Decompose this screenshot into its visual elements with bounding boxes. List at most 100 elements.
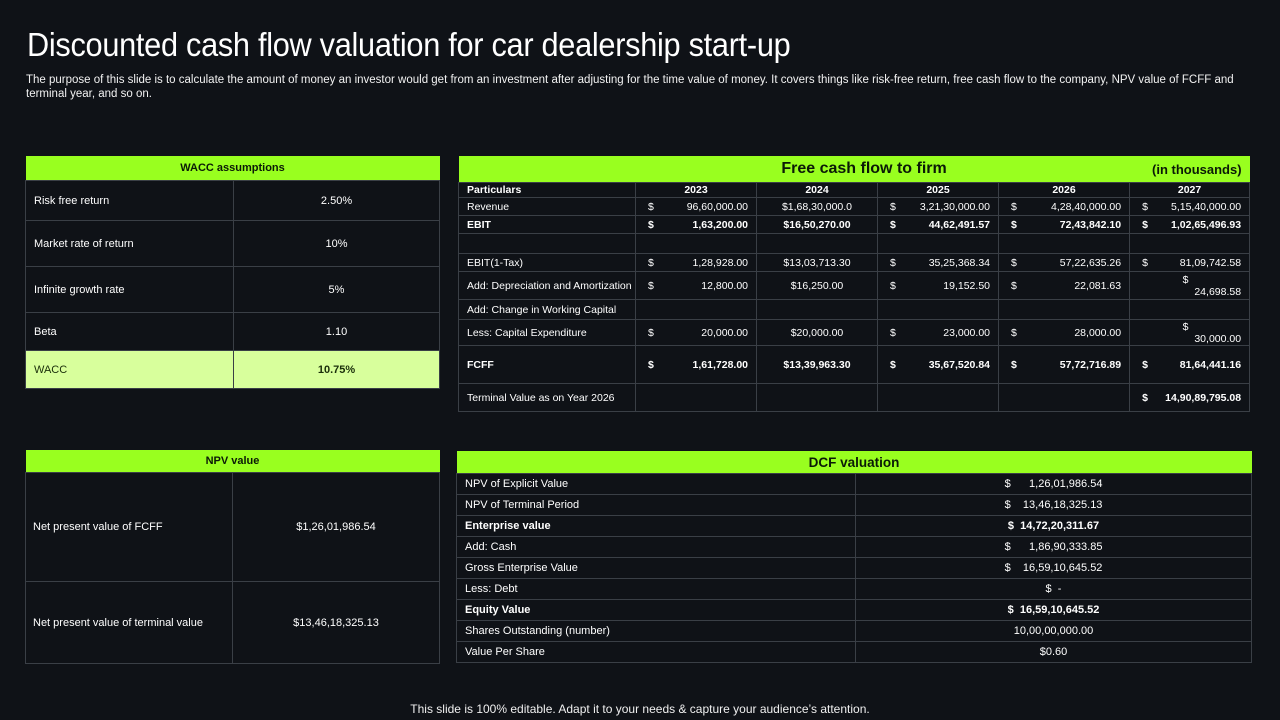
dcf-label: Less: Debt [456,578,856,600]
cell-value: 12,800.00 [701,279,748,292]
table-row: Gross Enterprise Value $ 16,59,10,645.52 [456,557,1253,579]
cell-value: 20,000.00 [701,326,748,339]
page-subtitle: The purpose of this slide is to calculat… [26,74,1234,100]
row-label: Revenue [458,197,636,216]
wacc-value: 1.10 [232,312,441,351]
wacc-value: 10.75% [232,350,441,389]
cell-value: 96,60,000.00 [686,200,748,213]
table-row: Value Per Share $0.60 [456,641,1253,663]
table-row: EBIT $1,63,200.00 $16,50,270.00 $44,62,4… [458,215,1251,234]
row-label: EBIT [458,215,636,234]
cell-value: 14,90,89,795.08 [1165,391,1242,404]
currency-symbol: $ [890,279,896,292]
dcf-label: Add: Cash [456,536,856,558]
table-row: NPV of Terminal Period $ 13,46,18,325.13 [456,494,1253,516]
currency-symbol: $ [648,218,654,231]
currency-symbol: $ [890,200,896,213]
cell-value: $13,03,713.30 [756,253,878,272]
currency-symbol: $ [890,256,896,269]
table-row: Revenue $96,60,000.00 $1,68,30,000.0 $3,… [458,197,1251,216]
cell-value: 1,63,200.00 [692,218,748,231]
wacc-label: WACC [25,350,234,389]
currency-symbol: $ [1011,358,1017,371]
dcf-table: DCF valuation NPV of Explicit Value $ 1,2… [456,451,1253,663]
cell-value: $13,39,963.30 [756,345,878,384]
table-row: Add: Depreciation and Amortization $12,8… [458,271,1251,300]
cell-value: 1,61,728.00 [692,358,748,371]
currency-symbol: $ [1142,358,1148,371]
currency-symbol: $ [1011,279,1017,292]
cell-value: 30,000.00 [1194,332,1242,345]
dcf-label: Shares Outstanding (number) [456,620,856,642]
dcf-value: $0.60 [854,641,1253,663]
currency-symbol: $ [1011,218,1017,231]
row-label: Terminal Value as on Year 2026 [458,383,636,412]
cell-value: 23,000.00 [943,326,990,339]
dcf-value: $ 16,59,10,645.52 [854,599,1253,621]
dcf-value: $ 1,86,90,333.85 [854,536,1253,558]
row-label: FCFF [458,345,636,384]
table-header-row: Particulars 2023 2024 2025 2026 2027 [458,182,1251,198]
row-label: EBIT(1-Tax) [458,253,636,272]
table-row: Market rate of return 10% [25,220,441,267]
row-label: Add: Change in Working Capital [458,299,636,320]
table-row: Infinite growth rate 5% [25,266,441,313]
cell-value: 19,152.50 [943,279,990,292]
wacc-value: 2.50% [232,180,441,221]
row-label: Less: Capital Expenditure [458,319,636,346]
table-row: Add: Change in Working Capital [458,299,1251,320]
currency-symbol: $ [1142,256,1148,269]
dcf-value: $ 16,59,10,645.52 [854,557,1253,579]
column-header: Particulars [458,182,636,198]
currency-symbol: $ [890,358,896,371]
table-row: WACC 10.75% [25,350,441,389]
dcf-value: $ - [854,578,1253,600]
cell-value: 72,43,842.10 [1059,218,1122,231]
table-row: Equity Value $ 16,59,10,645.52 [456,599,1253,621]
dcf-value: $ 14,72,20,311.67 [854,515,1253,537]
currency-symbol: $ [1182,320,1189,333]
column-header: 2027 [1129,182,1251,198]
wacc-table: WACC assumptions Risk free return 2.50% … [25,156,441,389]
column-header: 2023 [635,182,757,198]
cell-value: 1,28,928.00 [692,256,748,269]
table-row: Terminal Value as on Year 2026 $14,90,89… [458,383,1251,412]
table-row: Enterprise value $ 14,72,20,311.67 [456,515,1253,537]
cell-value: 3,21,30,000.00 [919,200,990,213]
currency-symbol: $ [648,200,654,213]
page-title: Discounted cash flow valuation for car d… [27,26,791,63]
currency-symbol: $ [890,218,896,231]
table-row: EBIT(1-Tax) $1,28,928.00 $13,03,713.30 $… [458,253,1251,272]
wacc-value: 10% [232,220,441,267]
wacc-label: Infinite growth rate [25,266,234,313]
currency-symbol: $ [1011,326,1017,339]
npv-value: $13,46,18,325.13 [232,581,440,664]
table-row: Less: Debt $ - [456,578,1253,600]
currency-symbol: $ [1142,200,1148,213]
npv-heading: NPV value [25,450,440,473]
npv-value: $1,26,01,986.54 [232,472,440,582]
cell-value: $16,250.00 [756,271,878,300]
cell-value: 35,67,520.84 [928,358,990,371]
dcf-label: Gross Enterprise Value [456,557,856,579]
cell-value: 81,64,441.16 [1179,358,1242,371]
dcf-label: NPV of Terminal Period [456,494,856,516]
currency-symbol: $ [1011,256,1017,269]
npv-table: NPV value Net present value of FCFF $1,2… [25,450,440,664]
dcf-value: 10,00,00,000.00 [854,620,1253,642]
currency-symbol: $ [648,326,654,339]
dcf-label: Equity Value [456,599,856,621]
table-row: Risk free return 2.50% [25,180,441,221]
wacc-label: Beta [25,312,234,351]
table-row: Beta 1.10 [25,312,441,351]
cell-value: 1,02,65,496.93 [1170,218,1242,231]
column-header: 2025 [877,182,999,198]
wacc-label: Market rate of return [25,220,234,267]
cell-value: 4,28,40,000.00 [1050,200,1122,213]
cell-value: $20,000.00 [756,319,878,346]
cell-value: 24,698.58 [1194,285,1242,298]
currency-symbol: $ [1142,391,1148,404]
cell-value: 28,000.00 [1074,326,1122,339]
currency-symbol: $ [1011,200,1017,213]
currency-symbol: $ [648,358,654,371]
